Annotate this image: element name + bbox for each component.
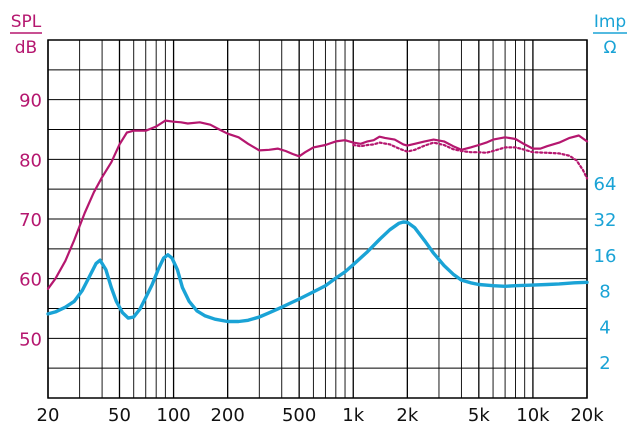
x-tick-label: 5k bbox=[468, 405, 490, 426]
spl-axis-unit: dB bbox=[15, 38, 37, 58]
series-layer bbox=[46, 119, 589, 324]
impedance-tick-label: 16 bbox=[594, 246, 617, 267]
x-tick-label: 50 bbox=[108, 405, 131, 426]
x-tick-label: 2k bbox=[396, 405, 418, 426]
impedance-tick-label: 8 bbox=[599, 282, 610, 303]
plot-frame bbox=[47, 39, 588, 399]
spl-tick-label: 60 bbox=[19, 270, 42, 291]
x-tick-label: 100 bbox=[156, 405, 190, 426]
impedance-tick-label: 4 bbox=[599, 317, 610, 338]
impedance-tick-label: 64 bbox=[594, 174, 617, 195]
spl-axis-tick-labels: 50 60 70 80 90 bbox=[19, 91, 42, 351]
x-tick-label: 20k bbox=[570, 405, 604, 426]
grid-lines bbox=[47, 40, 588, 398]
spl-tick-label: 50 bbox=[19, 329, 42, 350]
spl-tick-label: 80 bbox=[19, 150, 42, 171]
impedance-curve bbox=[46, 220, 589, 324]
spl-tick-label: 90 bbox=[19, 91, 42, 112]
x-axis-tick-labels: 20 50 100 200 500 1k 2k 5k 10k 20k bbox=[37, 405, 605, 426]
x-tick-label: 20 bbox=[37, 405, 60, 426]
spl-tick-label: 70 bbox=[19, 210, 42, 231]
spl-axis-label: SPL bbox=[11, 12, 42, 32]
x-tick-label: 10k bbox=[516, 405, 550, 426]
x-tick-label: 200 bbox=[210, 405, 244, 426]
x-tick-label: 500 bbox=[282, 405, 316, 426]
x-tick-label: 1k bbox=[342, 405, 364, 426]
impedance-axis-unit: Ω bbox=[604, 38, 617, 58]
impedance-tick-label: 2 bbox=[599, 353, 610, 374]
impedance-axis-tick-labels: 2 4 8 16 32 64 bbox=[594, 174, 617, 374]
impedance-axis-label: Imp bbox=[594, 12, 626, 32]
impedance-tick-label: 32 bbox=[594, 210, 617, 231]
spl-curve bbox=[46, 119, 589, 290]
spl-curve-dotted bbox=[352, 141, 589, 180]
